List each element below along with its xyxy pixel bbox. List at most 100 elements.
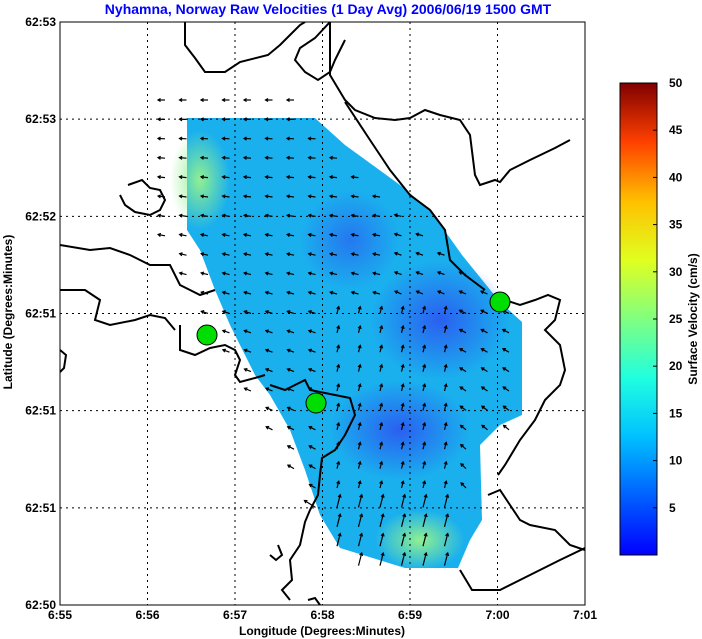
velocity-arrow-head xyxy=(285,232,291,237)
velocity-arrow-head xyxy=(199,175,205,180)
velocity-arrow xyxy=(287,349,295,353)
velocity-arrow-head xyxy=(221,136,226,141)
velocity-arrow xyxy=(379,461,383,469)
velocity-arrow-head xyxy=(285,155,290,160)
velocity-arrow-head xyxy=(380,532,385,537)
velocity-arrow-head xyxy=(480,328,485,333)
velocity-arrow xyxy=(373,233,381,237)
velocity-arrow-head xyxy=(372,271,377,276)
velocity-arrow xyxy=(265,426,273,431)
velocity-arrow-head xyxy=(243,271,248,276)
velocity-arrow-head xyxy=(379,421,384,427)
velocity-arrow xyxy=(287,406,295,411)
velocity-arrow-head xyxy=(286,348,291,353)
velocity-arrow xyxy=(422,422,426,430)
velocity-arrow xyxy=(379,325,383,333)
velocity-arrow-head xyxy=(423,532,428,537)
radar-site-marker xyxy=(305,392,327,414)
velocity-arrow xyxy=(329,195,338,198)
velocity-arrow-head xyxy=(459,424,464,429)
velocity-arrow-head xyxy=(458,271,463,275)
velocity-arrow-head xyxy=(221,155,226,160)
velocity-arrow-head xyxy=(379,324,384,330)
colorbar-tick-label: 50 xyxy=(669,76,683,90)
velocity-arrow-head xyxy=(445,493,450,498)
velocity-arrow-head xyxy=(393,232,398,237)
velocity-arrow-head xyxy=(400,421,405,427)
velocity-arrow-head xyxy=(328,232,334,237)
velocity-arrow-head xyxy=(379,480,384,485)
velocity-arrow xyxy=(330,233,338,237)
velocity-arrow xyxy=(244,253,252,256)
velocity-arrow-head xyxy=(502,367,507,371)
velocity-arrow xyxy=(394,214,402,217)
velocity-arrow-head xyxy=(443,421,448,427)
velocity-arrow xyxy=(157,157,166,159)
velocity-arrow xyxy=(308,291,316,295)
velocity-arrow-head xyxy=(371,194,377,199)
velocity-arrow-head xyxy=(423,493,428,498)
velocity-arrow-head xyxy=(443,305,448,310)
velocity-arrow xyxy=(460,405,467,411)
velocity-arrow-head xyxy=(336,460,341,465)
velocity-arrow xyxy=(330,272,338,276)
velocity-arrow xyxy=(443,461,447,469)
velocity-arrow-head xyxy=(422,480,427,485)
velocity-arrow xyxy=(357,461,361,469)
velocity-arrow-head xyxy=(286,406,291,411)
velocity-arrow-head xyxy=(221,329,226,334)
velocity-arrow-head xyxy=(178,155,183,160)
velocity-arrow xyxy=(287,445,295,450)
velocity-arrow xyxy=(243,176,252,179)
velocity-arrow xyxy=(373,291,381,295)
y-tick-label: 62:52 xyxy=(25,209,56,223)
coastline xyxy=(60,22,585,605)
velocity-arrow-head xyxy=(359,532,364,537)
velocity-arrow-head xyxy=(415,232,420,237)
velocity-arrow-head xyxy=(480,386,485,391)
velocity-arrow-head xyxy=(243,348,248,353)
velocity-arrow xyxy=(443,533,449,547)
velocity-arrow-head xyxy=(423,551,428,557)
velocity-arrow-head xyxy=(199,194,205,199)
velocity-arrow xyxy=(265,406,273,411)
velocity-arrow-head xyxy=(393,251,398,256)
velocity-arrow-head xyxy=(221,290,226,295)
velocity-arrow-head xyxy=(199,136,204,141)
velocity-arrow-head xyxy=(329,290,334,295)
velocity-arrow xyxy=(179,176,187,179)
velocity-arrow-head xyxy=(336,324,341,330)
velocity-arrow xyxy=(379,533,384,547)
velocity-arrow xyxy=(357,364,361,372)
velocity-arrow xyxy=(422,552,427,566)
velocity-arrow-head xyxy=(460,482,465,487)
velocity-arrow xyxy=(357,306,361,314)
velocity-arrow-head xyxy=(359,551,364,557)
velocity-arrow xyxy=(287,310,295,314)
velocity-arrow-head xyxy=(436,271,442,275)
velocity-arrow xyxy=(400,514,406,527)
velocity-arrow-head xyxy=(286,367,291,372)
velocity-arrow-head xyxy=(285,136,290,141)
velocity-arrow xyxy=(394,290,402,295)
velocity-arrow-head xyxy=(178,175,183,180)
velocity-arrow xyxy=(502,348,510,353)
velocity-arrow-head xyxy=(336,363,341,368)
velocity-arrow-head xyxy=(372,290,377,295)
velocity-arrow xyxy=(481,405,488,411)
velocity-arrow xyxy=(336,345,340,353)
velocity-arrow-head xyxy=(336,383,341,388)
colorbar-tick-label: 5 xyxy=(669,501,676,515)
velocity-arrow xyxy=(244,330,252,334)
velocity-arrow-head xyxy=(443,460,448,465)
velocity-arrow xyxy=(286,176,295,179)
velocity-arrow-head xyxy=(264,213,269,218)
velocity-arrow xyxy=(379,306,383,314)
velocity-arrow-head xyxy=(357,324,362,330)
velocity-arrow xyxy=(443,345,447,353)
velocity-arrow-head xyxy=(400,383,405,388)
velocity-arrow-head xyxy=(459,367,464,371)
velocity-arrow-head xyxy=(350,194,355,199)
velocity-arrow xyxy=(336,514,341,527)
velocity-arrow xyxy=(336,422,340,430)
